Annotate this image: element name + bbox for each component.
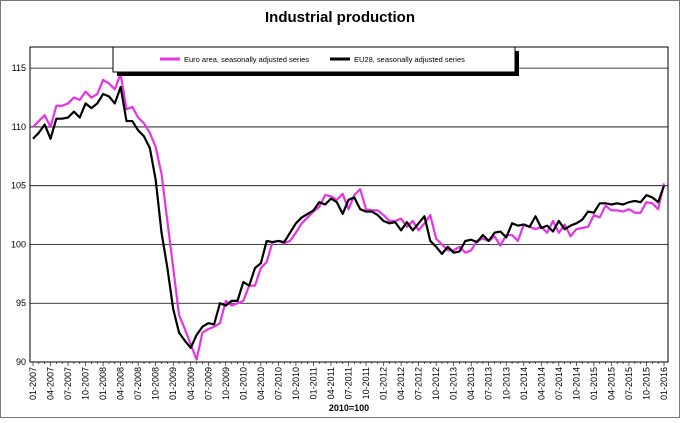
x-tick-label: 07-2013 (484, 367, 494, 400)
x-tick-label: 07-2009 (203, 367, 213, 400)
x-tick-label: 07-2008 (133, 367, 143, 400)
x-tick-label: 10-2008 (151, 367, 161, 400)
x-tick-label: 01-2008 (98, 367, 108, 400)
x-tick-label: 01-2011 (308, 367, 318, 399)
y-tick-label: 95 (16, 298, 26, 308)
x-tick-label: 01-2007 (28, 367, 38, 400)
x-tick-label: 10-2012 (431, 367, 441, 400)
x-tick-label: 10-2007 (81, 367, 91, 400)
x-tick-label: 01-2016 (659, 367, 669, 400)
x-tick-label: 04-2012 (396, 367, 406, 400)
x-tick-label: 10-2013 (501, 367, 511, 400)
x-tick-label: 04-2008 (116, 367, 126, 400)
x-tick-label: 07-2012 (414, 367, 424, 400)
series-line (32, 72, 666, 361)
x-tick-label: 04-2007 (46, 367, 56, 400)
x-tick-label: 04-2015 (606, 367, 616, 400)
x-tick-label: 01-2015 (589, 367, 599, 400)
series-line (32, 85, 666, 349)
chart-title: Industrial production (265, 9, 415, 26)
x-tick-label: 10-2010 (291, 367, 301, 400)
x-tick-label: 07-2010 (273, 367, 283, 400)
x-tick-label: 01-2009 (168, 367, 178, 400)
x-tick-label: 10-2014 (571, 367, 581, 400)
x-tick-label: 01-2014 (519, 367, 529, 400)
x-tick-label: 01-2013 (449, 367, 459, 400)
legend (112, 46, 516, 73)
x-tick-label: 07-2007 (63, 367, 73, 400)
x-tick-label: 04-2014 (536, 367, 546, 400)
x-tick-label: 10-2009 (221, 367, 231, 400)
y-tick-label: 100 (11, 239, 26, 249)
x-tick-label: 07-2015 (624, 367, 634, 400)
y-tick-label: 90 (16, 357, 26, 367)
y-tick-label: 110 (12, 122, 26, 132)
x-tick-label: 01-2012 (379, 367, 389, 400)
legend-items: Euro area, seasonally adjusted series EU2… (160, 55, 465, 64)
x-tick-label: 10-2011 (361, 367, 371, 399)
y-tick-label: 115 (12, 63, 26, 73)
lines (32, 72, 666, 361)
x-tick-label: 07-2011 (344, 367, 354, 399)
x-tick-label: 04-2010 (256, 367, 266, 400)
legend-label: EU28, seasonally adjusted series (354, 55, 465, 64)
x-tick-label: 10-2015 (641, 367, 651, 400)
x-tick-label: 04-2013 (466, 367, 476, 400)
x-tick-label: 04-2011 (326, 367, 336, 399)
legend-label: Euro area, seasonally adjusted series (184, 55, 309, 64)
x-tick-label: 01-2010 (238, 367, 248, 400)
x-tick-label: 07-2014 (554, 367, 564, 400)
x-axis-label: 2010=100 (329, 403, 369, 413)
x-tick-label: 04-2009 (186, 367, 196, 400)
y-tick-label: 105 (11, 181, 26, 191)
